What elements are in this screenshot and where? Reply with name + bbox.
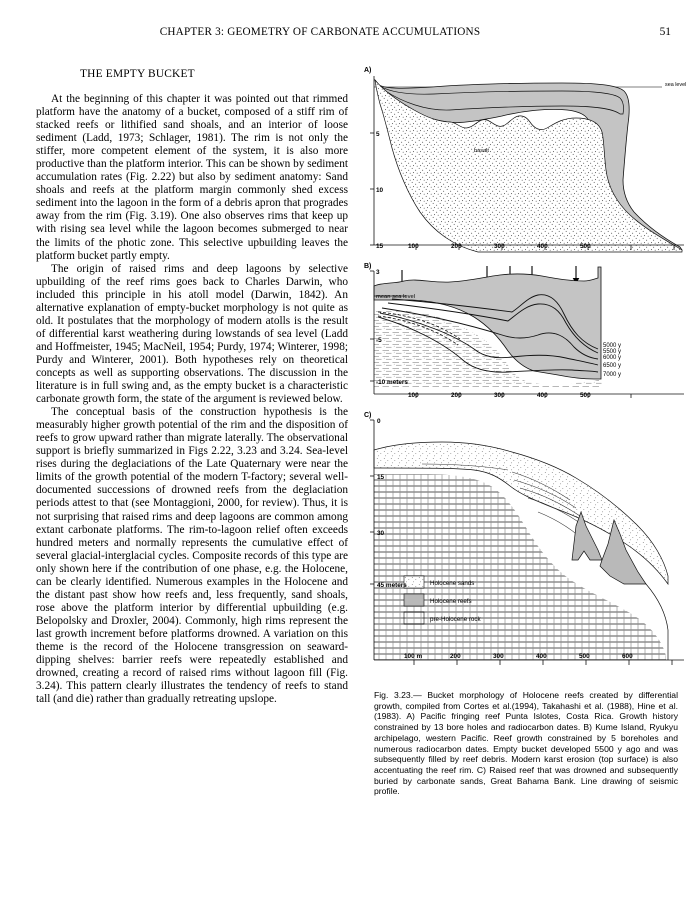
panel-a-xtick-300: 300 [494, 243, 505, 250]
isochron-label-5500: 5500 y [603, 349, 621, 355]
body-paragraph: The origin of raised rims and deep lagoo… [36, 262, 348, 406]
panel-c-xtick-600: 600 [622, 653, 633, 660]
panel-c-xtick-100: 100 m [404, 653, 422, 660]
legend-label-holocene-sands: Holocene sands [430, 580, 474, 587]
panel-a-ytick-10: 10 [376, 187, 384, 194]
panel-c-xtick-400: 400 [536, 653, 547, 660]
panel-c-ytick-45: 45 meters [377, 582, 407, 589]
panel-c-y-ticks [370, 419, 374, 585]
panel-a-label: A) [364, 67, 371, 74]
panel-c-xtick-300: 300 [493, 653, 504, 660]
panel-b-y-ticks [370, 270, 374, 382]
legend-swatch-pre-holocene-rock [403, 611, 425, 625]
basalt-basement-a [374, 78, 683, 253]
mean-sea-level-label: mean sea level [376, 294, 415, 300]
panel-b-ytick-minus5: -5 [376, 337, 382, 344]
basalt-label: basalt [474, 148, 489, 154]
sea-level-label: sea level [665, 82, 686, 88]
body-paragraph: At the beginning of this chapter it was … [36, 93, 348, 262]
figure-panel-c: C) Holocene sands [362, 408, 692, 696]
panel-a-ytick-15: 15 [376, 243, 384, 250]
panel-a-xtick-200: 200 [451, 243, 462, 250]
pre-holocene-substrate-b [374, 311, 602, 387]
legend-label-holocene-reefs: Holocene reefs [430, 598, 472, 605]
running-head: CHAPTER 3: GEOMETRY OF CARBONATE ACCUMUL… [0, 26, 695, 44]
panel-a-xtick-100: 100 [408, 243, 419, 250]
lagoon-fill-a [376, 83, 624, 115]
panel-c-label: C) [364, 412, 371, 419]
panel-b-xtick-300: 300 [494, 392, 505, 399]
isochron-label-5000: 5000 y [603, 343, 621, 349]
legend-label-pre-holocene-rock: pre-Holocene rock [430, 616, 481, 623]
body-paragraph: The conceptual basis of the construction… [36, 406, 348, 706]
isochron-label-7000: 7000 y [603, 372, 621, 378]
panel-b-xtick-500: 500 [580, 392, 591, 399]
panel-c-x-ticks [413, 660, 673, 665]
dashed-substrate-lines-b [377, 311, 461, 346]
figure-caption: Fig. 3.23.— Bucket morphology of Holocen… [374, 690, 678, 797]
running-head-title: CHAPTER 3: GEOMETRY OF CARBONATE ACCUMUL… [159, 26, 481, 38]
panel-b-xtick-200: 200 [451, 392, 462, 399]
legend-swatch-holocene-reefs [403, 593, 425, 607]
section-heading: THE EMPTY BUCKET [80, 68, 195, 80]
panel-a-xtick-400: 400 [537, 243, 548, 250]
panel-a-y-ticks [370, 132, 374, 246]
figure-3-23: A) sea level basalt 5 10 15 [362, 62, 692, 696]
panel-a-ytick-5: 5 [376, 131, 380, 138]
panel-b-x-ticks [415, 394, 632, 398]
holocene-sand-wedge-c [373, 441, 669, 586]
panel-c-xtick-500: 500 [579, 653, 590, 660]
panel-c-legend: Holocene sands Holocene reefs pre-Holoce… [403, 575, 481, 625]
panel-a-xtick-500: 500 [580, 243, 591, 250]
panel-b-ytick-minus10: -10 meters [376, 379, 408, 386]
pre-holocene-bedrock-c [374, 474, 666, 660]
isochron-label-6000: 6000 y [603, 355, 621, 361]
panel-c-ytick-0: 0 [377, 418, 381, 425]
panel-b-label: B) [364, 263, 371, 270]
panel-a-x-ticks [415, 245, 675, 250]
outer-slope-line-c [645, 583, 669, 660]
holocene-reef-pinnacle-2 [599, 518, 647, 585]
panel-c-ytick-30: 30 [377, 530, 385, 537]
panel-b-xtick-400: 400 [537, 392, 548, 399]
panel-c-ytick-15: 15 [377, 474, 385, 481]
panel-b-ytick-3: 3 [376, 269, 380, 276]
isochron-label-6500: 6500 y [603, 363, 621, 369]
isochron-lines-b [377, 294, 599, 373]
page-number: 51 [659, 26, 671, 38]
panel-c-xtick-200: 200 [450, 653, 461, 660]
figure-panel-a: A) sea level basalt 5 10 15 [362, 62, 692, 258]
figure-panel-b: B) mean sea level [362, 259, 692, 407]
legend-swatch-holocene-sands [403, 575, 425, 589]
body-text-column: THE EMPTY BUCKET At the beginning of thi… [36, 68, 348, 706]
panel-b-xtick-100: 100 [408, 392, 419, 399]
